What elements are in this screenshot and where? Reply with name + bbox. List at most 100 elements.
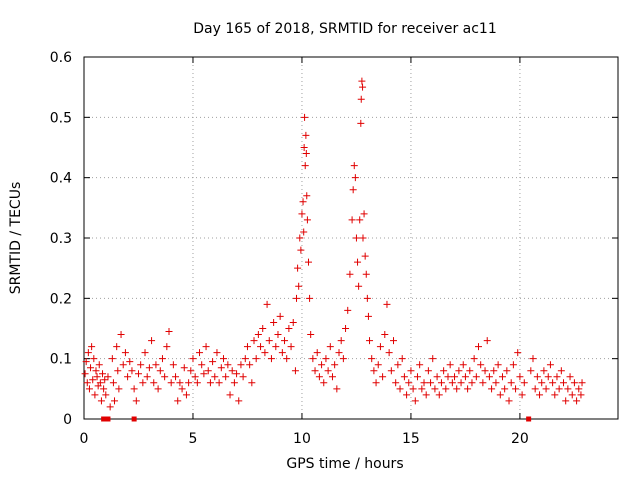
data-point — [224, 361, 232, 369]
data-point — [358, 77, 366, 85]
data-point — [298, 210, 306, 218]
data-point — [394, 361, 402, 369]
data-point — [575, 385, 583, 393]
data-point — [364, 312, 372, 320]
data-point — [283, 355, 291, 363]
data-point — [306, 294, 314, 302]
data-point — [102, 391, 110, 399]
data-point — [82, 358, 90, 366]
data-point — [348, 216, 356, 224]
data-point — [356, 216, 364, 224]
data-point — [461, 373, 469, 381]
data-point — [451, 373, 459, 381]
data-point — [219, 355, 227, 363]
data-point — [396, 385, 404, 393]
data-point — [104, 373, 112, 381]
data-point — [444, 373, 452, 381]
data-point — [485, 373, 493, 381]
data-point — [363, 294, 371, 302]
y-axis: 0 0.1 0.2 0.3 0.4 0.5 0.6 — [50, 50, 618, 428]
data-point — [457, 379, 465, 387]
data-point — [301, 162, 309, 170]
data-point — [172, 373, 180, 381]
data-point — [370, 367, 378, 375]
data-point — [339, 355, 347, 363]
data-point — [514, 349, 522, 357]
data-point — [267, 355, 275, 363]
data-point — [413, 373, 421, 381]
data-point — [383, 300, 391, 308]
data-point — [573, 397, 581, 405]
data-point — [302, 150, 310, 158]
data-point — [557, 367, 565, 375]
data-point — [293, 294, 301, 302]
data-point — [276, 312, 284, 320]
data-point — [376, 343, 384, 351]
data-point — [145, 364, 153, 372]
data-point — [233, 370, 241, 378]
data-point — [272, 343, 280, 351]
data-point — [549, 379, 557, 387]
data-point — [185, 379, 193, 387]
data-point — [291, 367, 299, 375]
data-point — [156, 367, 164, 375]
data-point — [228, 367, 236, 375]
data-point — [349, 186, 357, 194]
data-point — [309, 355, 317, 363]
data-point — [126, 358, 134, 366]
data-point — [422, 391, 430, 399]
data-point — [553, 373, 561, 381]
data-point — [578, 379, 586, 387]
data-point — [477, 361, 485, 369]
data-point — [230, 379, 238, 387]
data-point — [237, 361, 245, 369]
data-point — [311, 367, 319, 375]
data-point — [154, 385, 162, 393]
data-point — [424, 367, 432, 375]
data-point — [328, 373, 336, 381]
data-point — [263, 300, 271, 308]
data-point — [187, 367, 195, 375]
x-axis-label: GPS time / hours — [286, 456, 403, 472]
data-point — [222, 373, 230, 381]
data-point — [324, 367, 332, 375]
data-point — [509, 361, 517, 369]
data-point — [351, 174, 359, 182]
data-point — [420, 379, 428, 387]
x-tick-label: 10 — [293, 431, 311, 447]
data-point — [90, 355, 98, 363]
data-point — [427, 379, 435, 387]
data-point — [289, 318, 297, 326]
data-point — [464, 385, 472, 393]
data-point — [531, 385, 539, 393]
x-tick-label: 0 — [80, 431, 89, 447]
data-point — [100, 385, 108, 393]
data-point — [202, 343, 210, 351]
data-point — [533, 373, 541, 381]
data-point — [189, 355, 197, 363]
data-point — [252, 355, 260, 363]
data-point — [303, 192, 311, 200]
data-point — [294, 264, 302, 272]
data-point — [128, 367, 136, 375]
data-point — [359, 234, 367, 242]
data-point — [448, 379, 456, 387]
data-point — [137, 361, 145, 369]
data-point — [538, 379, 546, 387]
data-point — [342, 325, 350, 332]
data-point — [455, 367, 463, 375]
data-point — [440, 367, 448, 375]
data-point — [379, 373, 387, 381]
data-point — [392, 379, 400, 387]
data-point — [359, 83, 367, 91]
data-point — [501, 385, 509, 393]
data-point — [350, 162, 358, 170]
data-point — [117, 331, 125, 339]
data-point — [204, 367, 212, 375]
data-point — [542, 385, 550, 393]
data-point — [113, 343, 121, 351]
data-point — [346, 270, 354, 278]
data-point — [453, 385, 461, 393]
data-point — [296, 234, 304, 242]
